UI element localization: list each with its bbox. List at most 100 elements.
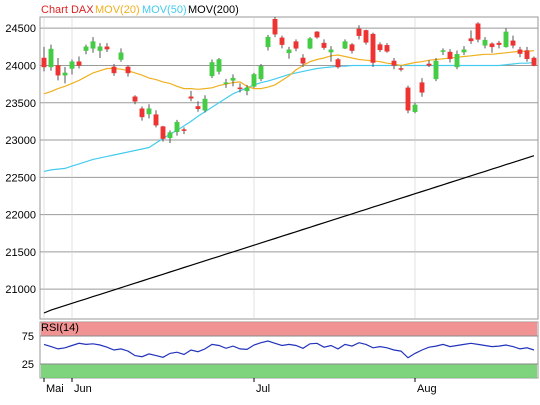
candle (104, 43, 110, 53)
candle (419, 78, 425, 97)
candle-body (237, 87, 243, 90)
legend-title: Chart DAX (41, 4, 94, 16)
rsi-bands (40, 322, 538, 378)
candle (524, 46, 530, 62)
candle (475, 22, 481, 43)
mov200-layer (43, 155, 535, 314)
candle (48, 44, 54, 71)
candle (440, 48, 446, 56)
rsi-band-overbought (41, 322, 537, 336)
candle (97, 43, 103, 59)
candle-body (510, 40, 516, 46)
candles-layer (41, 17, 537, 144)
candle (125, 65, 131, 77)
candle (335, 58, 341, 69)
candle-body (265, 36, 271, 48)
candle-body (286, 49, 292, 54)
candle-body (230, 77, 236, 81)
candle (496, 40, 502, 49)
candle (258, 63, 264, 82)
candle (531, 56, 537, 67)
candle (111, 63, 117, 76)
candle (132, 95, 138, 105)
candle-body (293, 41, 299, 49)
candle (118, 48, 124, 62)
candle (55, 58, 61, 81)
candle (181, 127, 187, 135)
candle (286, 46, 292, 59)
candle-body (188, 96, 194, 99)
candle-body (370, 33, 376, 63)
legend-mov20: MOV(20) (95, 4, 140, 16)
rsi-band-oversold (41, 364, 537, 378)
candle (188, 90, 194, 102)
rsi-y-tick-label: 75 (22, 331, 34, 343)
rsi-line-layer (43, 340, 535, 359)
candle-body (475, 23, 481, 40)
candle-body (461, 49, 467, 53)
price-y-tick-label: 22000 (5, 210, 36, 222)
candle-body (244, 87, 250, 92)
candle-body (433, 60, 439, 80)
candle-body (167, 132, 173, 139)
candle-body (48, 48, 54, 68)
candle (405, 85, 411, 114)
candle (251, 72, 257, 88)
price-y-tick-label: 21000 (5, 284, 36, 296)
candle-body (139, 108, 145, 118)
candle-body (391, 60, 397, 66)
candle-body (363, 30, 369, 43)
candle (160, 125, 166, 142)
candle-body (412, 104, 418, 112)
mov200-line (43, 155, 535, 314)
candle-body (342, 41, 348, 49)
candle (468, 30, 474, 44)
candle (314, 31, 320, 39)
candle (391, 58, 397, 70)
candle-body (440, 50, 446, 52)
candle-body (307, 38, 313, 49)
candle-body (125, 66, 131, 74)
candle-body (426, 63, 432, 66)
candle-body (181, 129, 187, 131)
candle (76, 56, 82, 69)
rsi-label: RSI(14) (41, 322, 79, 334)
candle (433, 58, 439, 82)
candle-body (76, 61, 82, 66)
candle (69, 59, 75, 75)
rsi-y-axis: 25 75 (22, 331, 34, 371)
candle-body (328, 49, 334, 53)
candle-body (104, 46, 110, 50)
candle-body (349, 44, 355, 51)
candle (307, 37, 313, 50)
candle-body (202, 98, 208, 111)
candle-body (195, 106, 201, 109)
candle (454, 50, 460, 70)
candle-body (272, 18, 278, 35)
candle (223, 78, 229, 88)
candle (398, 65, 404, 72)
price-y-tick-label: 24500 (5, 23, 36, 35)
candle-body (251, 74, 257, 87)
candle-body (482, 39, 488, 46)
candle (279, 35, 285, 49)
candle (342, 39, 348, 50)
candle-body (398, 68, 404, 70)
candle (209, 59, 215, 79)
candle-body (496, 42, 502, 45)
candle-body (377, 44, 383, 51)
candle (349, 43, 355, 54)
candle-body (524, 50, 530, 60)
candle-body (146, 108, 152, 115)
candle-body (90, 41, 96, 49)
candle-body (97, 46, 103, 51)
candle-body (258, 65, 264, 80)
candle-body (69, 61, 75, 69)
candle-body (111, 66, 117, 74)
rsi-panel: 25 75 RSI(14) (22, 321, 539, 379)
candle (321, 39, 327, 50)
candle (174, 119, 180, 136)
x-axis: Mai Jun Jul Aug (43, 378, 437, 395)
x-tick-label: Jun (74, 383, 92, 395)
